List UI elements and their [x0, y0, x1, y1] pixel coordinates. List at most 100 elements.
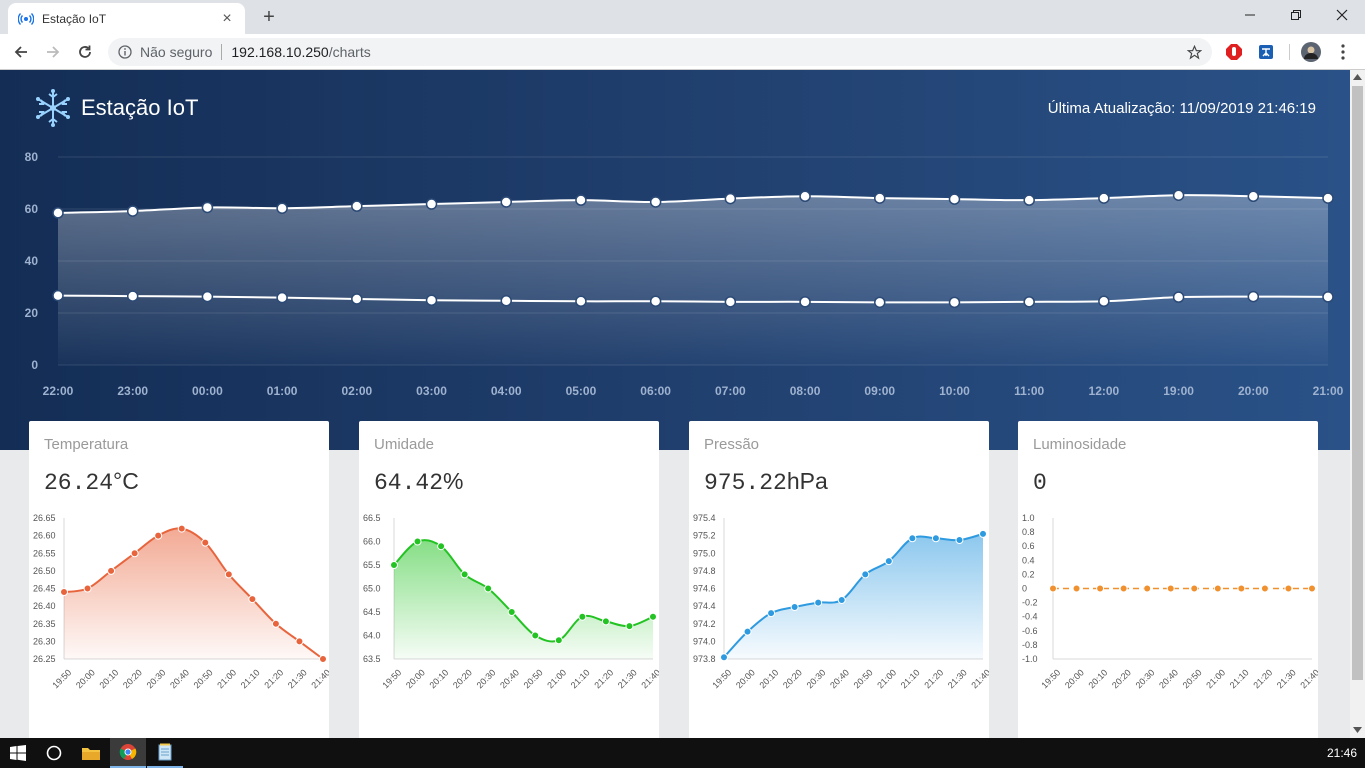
data-point — [720, 653, 728, 662]
data-point — [500, 295, 512, 307]
close-window-button[interactable] — [1319, 0, 1365, 30]
tab-title: Estação IoT — [42, 11, 107, 26]
toolbar-divider — [1289, 44, 1290, 60]
data-point — [201, 538, 210, 547]
y-tick-label: 974.0 — [693, 636, 716, 646]
x-tick-label: 20:50 — [852, 667, 875, 690]
url-host: 192.168.10.250 — [231, 44, 329, 60]
y-tick-label: 975.4 — [693, 513, 716, 523]
arrow-left-icon — [14, 46, 27, 58]
card-luminosidade: Luminosidade 0 -1.0 -0.8 -0.6 -0.4 -0.2 0 0.2 0… — [1018, 421, 1318, 738]
minimize-icon — [1245, 14, 1255, 16]
data-point — [884, 557, 893, 566]
x-tick-label: 19:50 — [50, 667, 73, 690]
chrome-taskbar-button[interactable] — [110, 738, 146, 768]
x-tick-label: 01:00 — [267, 384, 298, 398]
data-point — [1096, 584, 1105, 593]
x-tick-label: 21:20 — [922, 667, 945, 690]
browser-tab[interactable]: Estação IoT × — [8, 3, 245, 34]
x-tick-label: 03:00 — [416, 384, 447, 398]
data-point — [1023, 194, 1035, 206]
x-tick-label: 20:50 — [522, 667, 545, 690]
star-icon[interactable] — [1187, 45, 1202, 60]
data-point — [575, 295, 587, 308]
x-tick-label: 20:10 — [757, 667, 780, 690]
overview-line-chart: 0 20 40 60 80 22:00 23:00 00:00 01:00 02:00 03:00 0… — [25, 150, 1344, 398]
x-tick-label: 21:10 — [239, 667, 262, 690]
x-tick-label: 21:00 — [875, 667, 898, 690]
data-point — [319, 655, 327, 663]
y-tick-label: 26.45 — [33, 584, 56, 594]
x-tick-label: 19:50 — [710, 667, 733, 690]
x-tick-label: 20:30 — [475, 667, 498, 690]
data-point — [1172, 291, 1185, 303]
card-value-number: 975.22 — [704, 470, 787, 496]
file-explorer-button[interactable] — [73, 738, 109, 768]
x-tick-label: 20:40 — [1157, 667, 1180, 690]
page-scrollbar[interactable] — [1350, 70, 1365, 738]
x-tick-label: 20:30 — [145, 667, 168, 690]
brand[interactable]: Estação IoT — [34, 88, 198, 128]
restore-button[interactable] — [1273, 0, 1319, 30]
avatar-icon — [1301, 42, 1321, 62]
x-tick-label: 21:20 — [262, 667, 285, 690]
new-tab-button[interactable]: + — [263, 6, 275, 28]
scroll-down-icon[interactable] — [1353, 726, 1362, 734]
data-point — [107, 566, 116, 575]
x-tick-label: 10:00 — [939, 384, 970, 398]
data-point — [790, 603, 799, 612]
card-value: 975.22hPa — [704, 468, 828, 496]
card-value-number: 0 — [1033, 470, 1047, 496]
reload-button[interactable] — [74, 41, 96, 63]
x-tick-label: 20:20 — [1110, 667, 1133, 690]
notepad-taskbar-button[interactable] — [147, 738, 183, 768]
y-tick-label: 26.35 — [33, 619, 56, 629]
x-tick-label: 20:10 — [427, 667, 450, 690]
cortana-button[interactable] — [36, 738, 72, 768]
y-tick-label: 64.5 — [363, 607, 381, 617]
taskbar-clock[interactable]: 21:46 — [1326, 746, 1357, 760]
data-point — [1247, 190, 1260, 203]
x-tick-label: 20:50 — [192, 667, 215, 690]
x-tick-label: 20:20 — [451, 667, 474, 690]
browser-menu-button[interactable] — [1333, 42, 1353, 62]
x-tick-label: 20:00 — [1063, 667, 1086, 690]
minimize-button[interactable] — [1227, 0, 1273, 30]
data-point — [724, 192, 737, 205]
profile-avatar[interactable] — [1301, 42, 1321, 62]
y-tick-label: 26.65 — [33, 513, 56, 523]
data-point — [908, 534, 917, 543]
x-tick-label: 20:40 — [828, 667, 851, 690]
card-title: Temperatura — [44, 436, 129, 453]
hero-section: Estação IoT Última Atualização: 11/09/20… — [0, 70, 1350, 450]
data-point — [248, 595, 257, 604]
y-tick-label: 64.0 — [363, 631, 381, 641]
url-path: /charts — [328, 44, 371, 60]
x-tick-label: 19:50 — [380, 667, 403, 690]
address-bar[interactable]: Não seguro 192.168.10.250/charts — [108, 38, 1212, 66]
adblock-extension[interactable] — [1224, 42, 1244, 62]
scrollbar-thumb[interactable] — [1352, 86, 1363, 680]
data-point — [575, 194, 587, 206]
data-point — [649, 295, 662, 308]
data-point — [1237, 584, 1246, 593]
scroll-up-icon[interactable] — [1353, 73, 1362, 81]
data-point — [1023, 296, 1035, 308]
area-fill — [724, 533, 983, 659]
data-point — [1119, 584, 1128, 593]
y-tick-label: 975.2 — [693, 531, 716, 541]
y-tick-label: 26.60 — [33, 531, 56, 541]
insecure-label[interactable]: Não seguro — [140, 44, 213, 60]
forward-button[interactable] — [42, 41, 64, 63]
translate-extension[interactable] — [1256, 42, 1276, 62]
data-point — [724, 296, 737, 308]
tab-close-button[interactable]: × — [222, 9, 232, 27]
page-content: Estação IoT Última Atualização: 11/09/20… — [0, 70, 1350, 738]
umidade-chart: 63.564.064.565.065.566.066.519:50 20:00 20… — [363, 513, 659, 690]
back-button[interactable] — [10, 41, 32, 63]
card-value-unit: % — [443, 468, 464, 494]
x-tick-label: 19:50 — [1039, 667, 1062, 690]
data-point — [351, 200, 363, 212]
start-button[interactable] — [0, 738, 36, 768]
data-point — [276, 291, 288, 304]
